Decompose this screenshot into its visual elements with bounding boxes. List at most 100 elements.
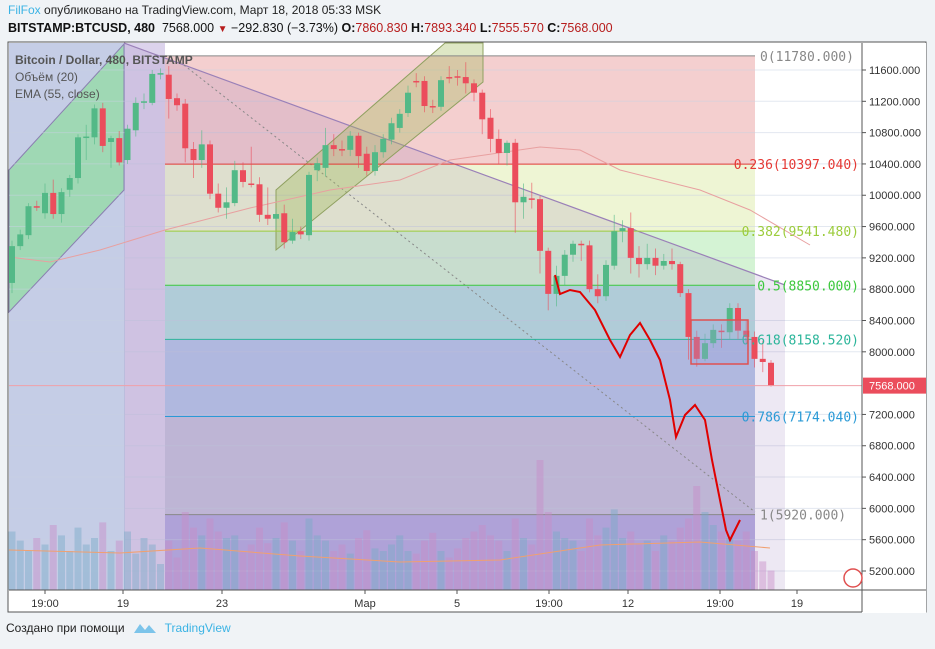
volume-bar [165,540,173,590]
candle-body [297,231,304,235]
publish-info: FilFox опубликовано на TradingView.com, … [8,3,381,17]
volume-bar [239,551,247,590]
volume-bar [404,551,412,590]
candle-body [91,108,98,138]
price-tick-label: 11600.000 [869,65,920,77]
tradingview-logo-icon [133,624,156,633]
candle-body [124,128,131,161]
candle-body [190,149,197,161]
volume-bar [272,538,280,590]
candle-body [636,257,642,265]
volume-bar [767,570,775,590]
candle-body [702,343,708,359]
price-tick-label: 10400.000 [869,159,921,171]
candle-body [25,206,32,236]
candle-body [289,232,296,241]
volume-bar [264,543,272,590]
candle-body [116,138,123,163]
time-tick-label: 5 [454,598,460,610]
fib-label: 1(5920.000) [760,509,846,524]
volume-bar [586,518,593,590]
tradingview-link[interactable]: TradingView [164,621,231,635]
candle-body [75,137,81,179]
volume-bar [751,551,758,590]
volume-bar [561,538,569,590]
volume-bar [553,531,560,590]
price-chart[interactable]: 0(11780.000) 0.236(10397.040) 0.382(9541.4… [0,0,935,620]
candle-body [372,152,378,171]
volume-bar [635,544,643,590]
volume-bar [487,535,494,590]
legend-title: Bitcoin / Dollar, 480, BITSTAMP [15,53,193,67]
price-tick-label: 6400.000 [869,472,915,484]
candle-body [50,192,57,215]
volume-bar [346,553,354,590]
price-tick-label: 8400.000 [869,315,915,327]
candle-body [405,92,411,114]
price-tick-label: 8800.000 [869,284,915,296]
volume-bar [297,551,305,590]
candle-body [561,254,568,276]
volume-bar [652,551,659,590]
volume-bar [676,527,684,590]
candle-body [751,336,758,359]
candle-body [380,138,387,153]
volume-bar [577,551,585,590]
price-tick-label: 5600.000 [869,535,915,547]
candle-body [157,73,164,75]
volume-bar [693,486,701,590]
volume-bar [206,518,214,590]
volume-bar [223,538,230,590]
legend-volume[interactable]: Объём (20) [15,70,78,84]
candle-body [479,92,486,120]
legend-ema[interactable]: EMA (55, close) [15,87,100,101]
candle-body [396,113,403,128]
fib-band [165,164,755,232]
volume-bar [41,544,49,590]
candle-body [413,80,420,83]
candle-body [306,174,312,236]
volume-bar [660,535,668,590]
candle-body [446,77,453,79]
candle-body [83,136,90,139]
candle-body [17,234,24,247]
candle-body [42,192,48,214]
candle-body [240,170,246,182]
parallel-channel-olive [275,42,484,252]
volume-bar [544,512,552,590]
candle-body [553,275,560,294]
candle-body [256,184,263,215]
candle-body [685,293,692,337]
candle-body [182,103,189,149]
volume-bar [247,544,255,590]
volume-bar [91,538,98,590]
candle-body [223,202,230,208]
volume-bar [734,540,742,590]
candle-body [520,196,527,203]
price-axis [862,43,926,613]
fib-band [165,285,755,340]
volume-bar [214,531,222,590]
price-tick-label: 9600.000 [869,222,915,234]
open-label: O: [341,21,356,35]
candle-body [718,330,725,333]
candle-body [652,257,659,266]
fib-band-below [165,514,755,590]
candle-body [248,183,255,186]
candle-body [570,243,576,255]
volume-bar [619,538,626,590]
volume-bar [49,525,57,590]
footer-text: Создано при помощи [6,621,125,635]
volume-bar [511,518,519,590]
fib-label: 0.236(10397.040) [734,158,859,173]
volume-bar [668,540,676,590]
candle-body [759,358,766,362]
author-link[interactable]: FilFox [8,3,41,17]
volume-bar [313,535,321,590]
fib-label: 0(11780.000) [760,50,854,65]
trend-shading [124,43,785,590]
volume-bar [520,538,527,590]
volume-bar [107,551,115,590]
price-tick-label: 9200.000 [869,253,915,265]
fib-label: 0.5(8850.000) [757,279,859,294]
